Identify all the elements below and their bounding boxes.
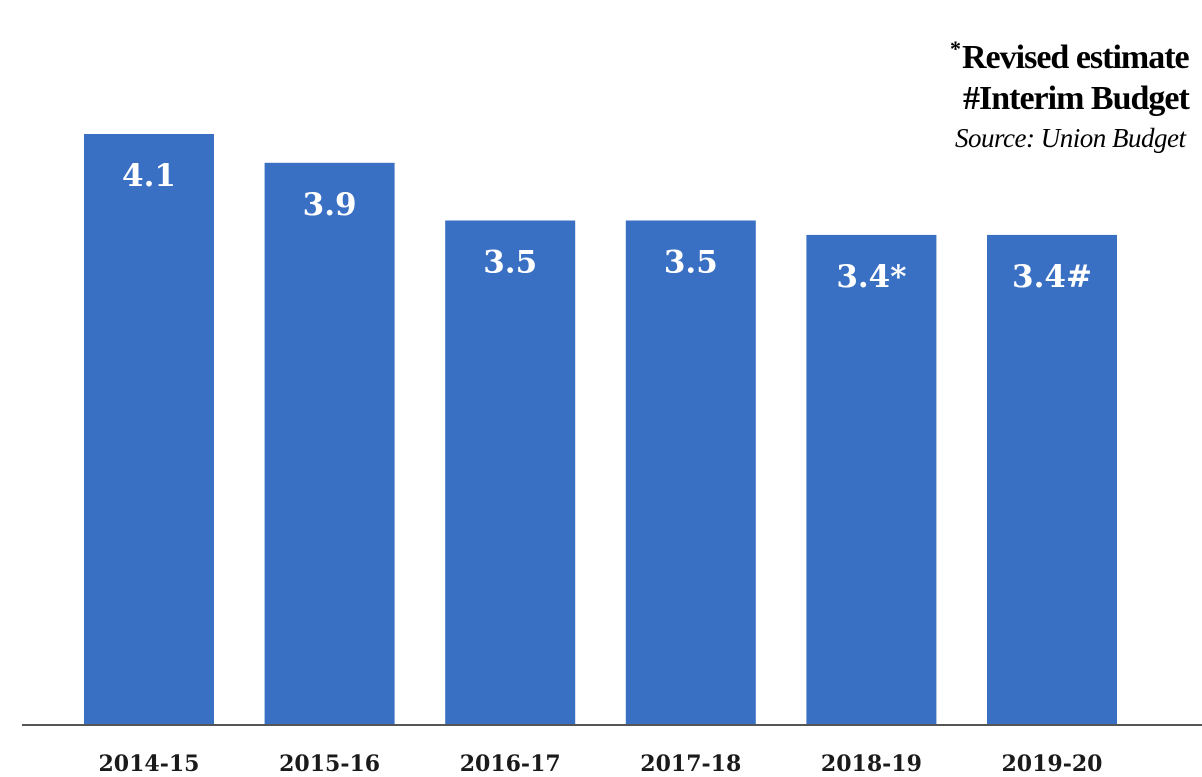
bar-value-label: 3.4# [1012, 259, 1092, 295]
asterisk-mark: * [950, 36, 961, 61]
bar-value-label: 3.9 [303, 187, 357, 223]
bar-2014-15 [84, 134, 214, 725]
bar-2018-19 [806, 234, 937, 725]
bar-2015-16 [264, 162, 395, 726]
x-tick-label: 2019-20 [1002, 751, 1103, 777]
revised-estimate-note: *Revised estimate [950, 36, 1190, 77]
bar-value-label: 3.4* [836, 259, 906, 295]
bar-value-label: 3.5 [483, 245, 537, 281]
bar-2019-20 [987, 234, 1117, 725]
bar-2016-17 [445, 220, 576, 725]
bar-value-label: 4.1 [122, 158, 176, 194]
x-tick-label: 2018-19 [821, 751, 922, 777]
x-tick-label: 2014-15 [99, 751, 200, 777]
bar-labels-group: 4.1 3.9 3.5 3.5 3.4* 3.4# [122, 158, 1092, 295]
bar-value-label: 3.5 [664, 245, 718, 281]
interim-budget-note: #Interim Budget [963, 80, 1190, 117]
x-tick-label: 2017-18 [640, 751, 741, 777]
revised-estimate-text: Revised estimate [962, 39, 1190, 76]
bars-group [84, 134, 1117, 726]
x-tick-labels-group: 2014-15 2015-16 2016-17 2017-18 2018-19 2019-… [99, 751, 1103, 777]
x-tick-label: 2016-17 [460, 751, 561, 777]
bar-2017-18 [625, 220, 756, 725]
x-tick-label: 2015-16 [279, 751, 380, 777]
source-note: Source: Union Budget [955, 123, 1186, 153]
